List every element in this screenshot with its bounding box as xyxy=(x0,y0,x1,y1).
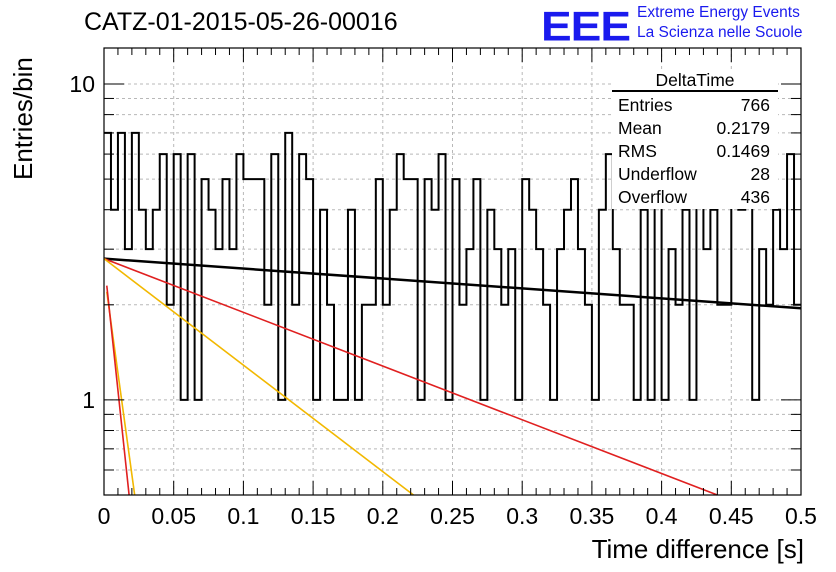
y-axis-label: Entries/bin xyxy=(8,57,38,180)
logo-line-1: Extreme Energy Events xyxy=(637,4,800,21)
stats-box: DeltaTime Entries 766 Mean 0.2179 RMS 0.… xyxy=(612,70,778,209)
stats-label: Entries xyxy=(618,95,673,115)
logo-line-2: La Scienza nelle Scuole xyxy=(637,24,803,41)
fit-curves xyxy=(103,257,802,496)
stats-label: Overflow xyxy=(618,187,688,207)
plot-title: CATZ-01-2015-05-26-00016 xyxy=(84,8,398,36)
stats-row-entries: Entries 766 xyxy=(612,94,778,117)
histogram-steps xyxy=(104,131,801,401)
x-tick-label: 0.3 xyxy=(506,503,538,529)
y-tick-label: 1 xyxy=(82,387,95,413)
y-tick-label: 10 xyxy=(69,71,95,97)
stats-value: 436 xyxy=(740,187,770,207)
x-tick-label: 0.45 xyxy=(709,503,754,529)
x-tick-label: 0.5 xyxy=(785,503,817,529)
x-axis-label: Time difference [s] xyxy=(591,534,804,564)
stats-row-mean: Mean 0.2179 xyxy=(612,117,778,140)
axis-tick-labels: 0 0.05 0.1 0.15 0.2 0.25 0.3 0.35 0.4 0.45 0.5 1 10 xyxy=(69,71,817,529)
stats-value: 28 xyxy=(750,164,770,184)
x-tick-label: 0.25 xyxy=(430,503,475,529)
stats-label: RMS xyxy=(618,141,657,161)
x-tick-label: 0.1 xyxy=(227,503,259,529)
x-tick-label: 0.15 xyxy=(291,503,336,529)
eee-logo: EEE xyxy=(541,2,631,50)
stats-title: DeltaTime xyxy=(612,70,778,92)
fit-line-0 xyxy=(103,257,802,310)
histogram xyxy=(104,131,801,401)
fit-line-4 xyxy=(105,285,130,496)
x-tick-label: 0 xyxy=(98,503,111,529)
x-tick-label: 0.2 xyxy=(367,503,399,529)
axis-ticks xyxy=(103,48,802,496)
logo-caption: Extreme Energy Events La Scienza nelle S… xyxy=(637,3,802,43)
stats-row-overflow: Overflow 436 xyxy=(612,186,778,209)
stats-label: Mean xyxy=(618,118,662,138)
stats-value: 0.2179 xyxy=(716,118,770,138)
stats-label: Underflow xyxy=(618,164,697,184)
x-tick-label: 0.35 xyxy=(570,503,615,529)
fit-line-1 xyxy=(103,257,718,496)
stats-value: 0.1469 xyxy=(716,141,770,161)
x-tick-label: 0.4 xyxy=(646,503,678,529)
stats-row-rms: RMS 0.1469 xyxy=(612,140,778,163)
fit-line-2 xyxy=(103,258,414,496)
stats-row-underflow: Underflow 28 xyxy=(612,163,778,186)
x-tick-label: 0.05 xyxy=(151,503,196,529)
stats-value: 766 xyxy=(740,95,770,115)
